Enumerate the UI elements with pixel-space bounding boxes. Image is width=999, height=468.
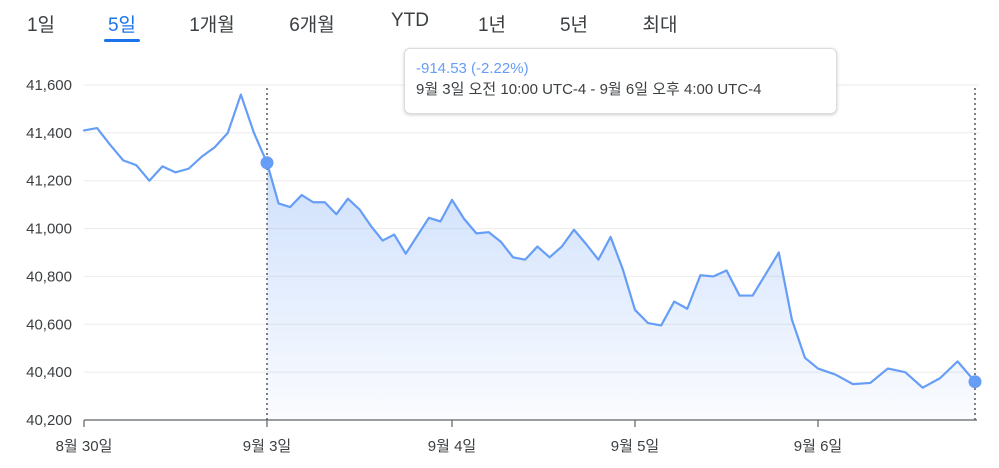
y-tick-label: 41,600 (26, 77, 72, 94)
tab-max[interactable]: 최대 (642, 15, 678, 36)
price-series-line (82, 93, 977, 389)
y-axis-labels: 41,600 41,400 41,200 41,000 40,800 40,600 40,4… (26, 77, 72, 429)
price-line (82, 93, 977, 389)
tab-1y[interactable]: 1년 (477, 15, 507, 36)
y-tick-label: 40,200 (26, 412, 72, 429)
y-tick-label: 41,200 (26, 173, 72, 190)
x-tick-label: 9월 6일 (794, 438, 842, 455)
tab-5y[interactable]: 5년 (559, 15, 589, 36)
x-tick-label: 8월 30일 (56, 438, 113, 455)
x-axis-labels: 8월 30일 9월 3일 9월 4일 9월 5일 9월 6일 (56, 438, 843, 455)
x-tick-label: 9월 4일 (428, 438, 476, 455)
time-range-tabs: 1일 5일 1개월 6개월 YTD 1년 5년 최대 (0, 0, 999, 48)
y-tick-label: 40,800 (26, 268, 72, 285)
selection-markers (260, 88, 982, 420)
x-tick-label: 9월 5일 (611, 438, 659, 455)
tab-1m[interactable]: 1개월 (189, 15, 235, 36)
selection-end-dot[interactable] (968, 375, 982, 389)
y-tick-label: 41,000 (26, 221, 72, 238)
y-tick-label: 40,600 (26, 316, 72, 333)
y-tick-label: 40,400 (26, 364, 72, 381)
selection-start-dot[interactable] (260, 156, 274, 170)
active-tab-underline (104, 39, 140, 42)
tooltip-change: -914.53 (-2.22%) (416, 60, 529, 77)
tab-1d[interactable]: 1일 (26, 15, 56, 36)
tab-6m[interactable]: 6개월 (289, 15, 335, 36)
range-tooltip: -914.53 (-2.22%) 9월 3일 오전 10:00 UTC-4 - … (404, 48, 837, 114)
x-axis (83, 419, 977, 427)
tab-5d[interactable]: 5일 (107, 15, 137, 36)
x-tick-label: 9월 3일 (243, 438, 291, 455)
selection-area-fill (267, 162, 975, 420)
y-tick-label: 41,400 (26, 125, 72, 142)
tooltip-range: 9월 3일 오전 10:00 UTC-4 - 9월 6일 오후 4:00 UTC… (416, 81, 762, 98)
tab-ytd[interactable]: YTD (391, 10, 429, 31)
selected-area (267, 162, 975, 420)
